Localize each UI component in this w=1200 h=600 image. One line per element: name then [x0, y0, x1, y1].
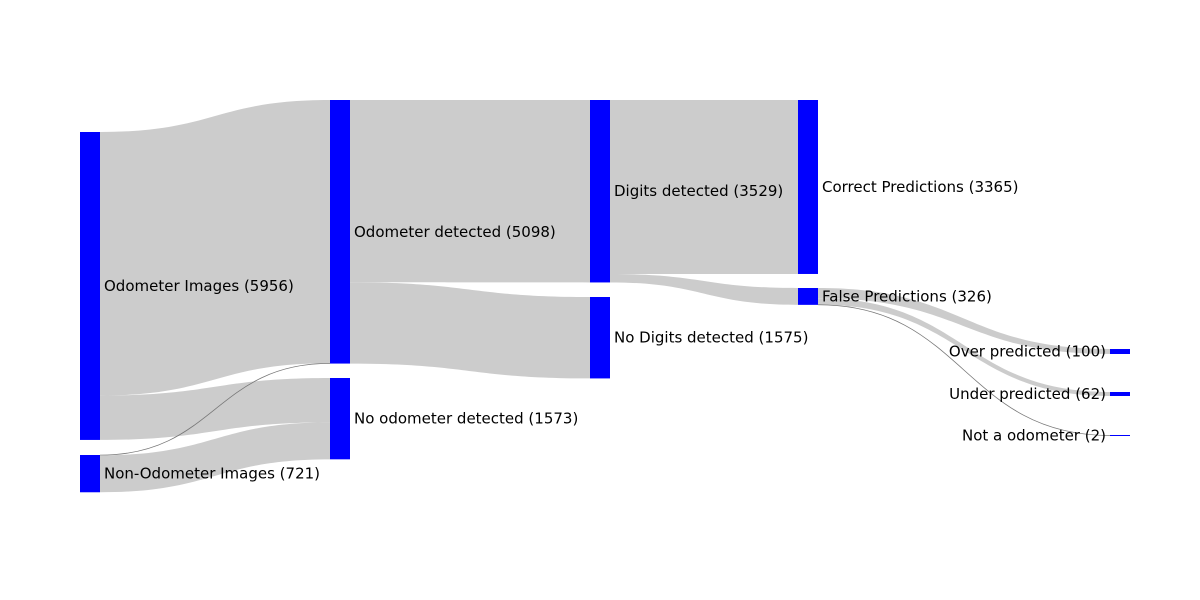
- node-label-under-predicted: Under predicted (62): [949, 385, 1106, 403]
- node-not-a-odometer: [1110, 435, 1130, 436]
- node-label-non-odometer-images: Non-Odometer Images (721): [104, 465, 320, 483]
- link-false-predictions-to-over-predicted: [818, 288, 1110, 354]
- node-over-predicted: [1110, 349, 1130, 354]
- node-no-digits-detected: [590, 297, 610, 379]
- node-label-no-digits-detected: No Digits detected (1575): [614, 329, 808, 347]
- link-false-predictions-to-not-a-odometer: [817, 304, 1111, 436]
- link-digits-detected-to-correct-predictions: [610, 100, 798, 274]
- node-label-over-predicted: Over predicted (100): [949, 343, 1106, 361]
- link-false-predictions-to-under-predicted: [818, 298, 1110, 396]
- node-odometer-images: [80, 132, 100, 440]
- link-odometer-detected-to-no-digits-detected: [350, 282, 590, 379]
- link-non-odometer-images-to-no-odometer-detected: [100, 422, 330, 493]
- node-label-no-odometer-detected: No odometer detected (1573): [354, 410, 578, 428]
- link-odometer-images-to-odometer-detected: [100, 100, 330, 396]
- nodes-layer: [80, 100, 1130, 493]
- node-correct-predictions: [798, 100, 818, 274]
- node-odometer-detected: [330, 100, 350, 364]
- node-label-odometer-images: Odometer Images (5956): [104, 277, 294, 295]
- node-digits-detected: [590, 100, 610, 283]
- node-false-predictions: [798, 288, 818, 305]
- link-digits-detected-to-false-predictions: [610, 273, 798, 305]
- link-non-odometer-images-to-odometer-detected: [99, 363, 331, 456]
- node-label-odometer-detected: Odometer detected (5098): [354, 223, 556, 241]
- link-odometer-detected-to-digits-detected: [350, 100, 590, 283]
- labels-layer: Odometer Images (5956) Non-Odometer Image…: [104, 178, 1106, 483]
- node-label-digits-detected: Digits detected (3529): [614, 182, 783, 200]
- node-non-odometer-images: [80, 455, 100, 493]
- node-label-not-a-odometer: Not a odometer (2): [962, 427, 1106, 445]
- node-label-correct-predictions: Correct Predictions (3365): [822, 178, 1019, 196]
- node-under-predicted: [1110, 392, 1130, 396]
- node-label-false-predictions: False Predictions (326): [822, 287, 992, 305]
- links-layer: [99, 100, 1111, 493]
- node-no-odometer-detected: [330, 378, 350, 460]
